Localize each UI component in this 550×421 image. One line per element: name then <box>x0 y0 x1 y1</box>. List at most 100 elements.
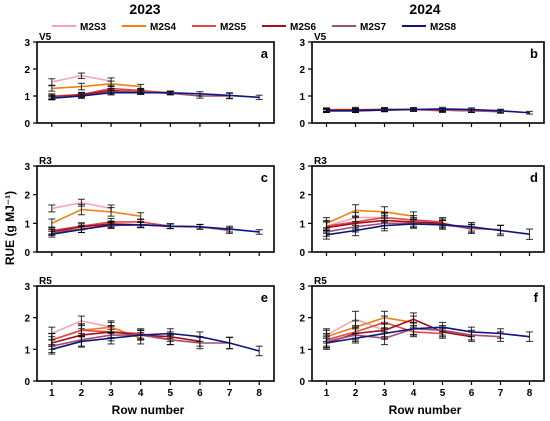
y-tick-label: 0 <box>24 119 30 130</box>
y-tick-label: 0 <box>24 248 30 259</box>
stage-label: V5 <box>314 32 327 43</box>
y-tick-label: 2 <box>24 65 30 76</box>
series-line <box>51 83 141 90</box>
series-m2s4 <box>48 80 145 92</box>
panel-e: 0 1 2 3 1 2 3 4 5 6 7 8 R5 e <box>24 276 275 399</box>
y-tick-label: 2 <box>24 191 30 202</box>
series-m2s8 <box>323 321 533 349</box>
panel-letter: b <box>530 46 538 61</box>
y-tick-label: 2 <box>24 314 30 325</box>
stage-label: R3 <box>314 156 327 167</box>
series-m2s8 <box>323 106 533 115</box>
x-tick-label: 2 <box>79 388 85 399</box>
y-tick-label: 3 <box>299 38 305 49</box>
legend-label-m2s3: M2S3 <box>80 22 107 33</box>
y-axis-label: RUE (g MJ⁻¹) <box>3 191 17 265</box>
y-tick-label: 0 <box>299 248 305 259</box>
panel-f: 0 1 2 3 1 2 3 4 5 6 7 8 R5 f <box>299 276 545 399</box>
panel-letter: e <box>261 290 268 305</box>
x-tick-label: 6 <box>469 388 475 399</box>
panel-frame <box>36 165 275 253</box>
year-2023-label: 2023 <box>129 1 160 17</box>
panel-frame <box>311 165 545 253</box>
series-line <box>51 208 141 225</box>
y-tick-label: 2 <box>299 65 305 76</box>
series-line <box>326 209 414 225</box>
series-line <box>51 223 260 236</box>
series-m2s8 <box>323 219 533 240</box>
series-line <box>326 108 530 114</box>
legend-label-m2s6: M2S6 <box>290 22 317 33</box>
y-tick-label: 1 <box>24 219 30 230</box>
series-m2s6 <box>48 220 204 236</box>
legend: M2S3 M2S4 M2S5 M2S6 M2S7 M2S8 <box>52 22 457 33</box>
series-line <box>326 326 530 344</box>
y-tick-label: 0 <box>24 377 30 388</box>
panel-d: 0 1 2 3 R3 d <box>299 156 545 259</box>
panel-letter: d <box>530 170 538 185</box>
year-2024-label: 2024 <box>409 1 440 17</box>
series-m2s8 <box>48 328 263 357</box>
x-tick-label: 7 <box>498 388 504 399</box>
series-line <box>326 223 530 236</box>
x-tick-label: 1 <box>324 388 330 399</box>
x-tick-label: 5 <box>168 388 174 399</box>
stage-label: V5 <box>39 32 52 43</box>
x-axis-label-right: Row number <box>389 403 462 417</box>
y-tick-label: 3 <box>24 282 30 293</box>
panel-letter: c <box>261 170 268 185</box>
stage-label: R3 <box>39 156 52 167</box>
y-tick-label: 1 <box>299 219 305 230</box>
x-tick-label: 8 <box>256 388 262 399</box>
x-tick-label: 6 <box>197 388 203 399</box>
panel-b: 0 1 2 3 V5 b <box>299 32 545 130</box>
panel-frame <box>311 285 545 382</box>
x-tick-label: 3 <box>382 388 388 399</box>
panel-frame <box>311 41 545 124</box>
y-tick-label: 2 <box>299 191 305 202</box>
panel-letter: a <box>261 46 269 61</box>
panel-a: 0 1 2 3 V5 a <box>24 32 275 130</box>
y-tick-label: 1 <box>24 92 30 103</box>
legend-label-m2s5: M2S5 <box>220 22 247 33</box>
y-tick-label: 0 <box>299 119 305 130</box>
panel-c: 0 1 2 3 R3 c <box>24 156 275 259</box>
series-line <box>326 318 472 344</box>
panels: 0 1 2 3 V5 a 0 1 2 3 V5 b 0 1 2 3 R3 c 0 1 2 3 R3 d 0 1 2 3 1 2 3 4 5 6 7 8… <box>24 32 545 399</box>
panel-letter: f <box>534 290 539 305</box>
series-m2s6 <box>48 325 204 350</box>
series-line <box>51 331 201 344</box>
x-tick-label: 2 <box>353 388 359 399</box>
x-tick-label: 8 <box>527 388 533 399</box>
stage-label: R5 <box>39 276 52 287</box>
series-m2s8 <box>48 90 263 101</box>
series-line <box>326 219 472 230</box>
y-tick-label: 1 <box>299 92 305 103</box>
y-tick-label: 3 <box>299 162 305 173</box>
y-tick-label: 3 <box>24 38 30 49</box>
series-line <box>51 91 260 99</box>
y-tick-label: 2 <box>299 314 305 325</box>
panel-frame <box>36 285 275 382</box>
series-line <box>51 332 260 352</box>
legend-label-m2s7: M2S7 <box>360 22 387 33</box>
legend-label-m2s4: M2S4 <box>150 22 177 33</box>
x-tick-label: 4 <box>411 388 417 399</box>
x-tick-label: 4 <box>138 388 144 399</box>
series-line <box>326 316 414 338</box>
x-tick-label: 5 <box>440 388 446 399</box>
y-tick-label: 3 <box>24 162 30 173</box>
panel-frame <box>36 41 275 124</box>
series-m2s8 <box>48 221 263 238</box>
y-tick-label: 1 <box>24 345 30 356</box>
legend-label-m2s8: M2S8 <box>430 22 457 33</box>
x-tick-label: 3 <box>108 388 114 399</box>
stage-label: R5 <box>314 276 327 287</box>
x-tick-label: 7 <box>227 388 233 399</box>
y-tick-label: 3 <box>299 282 305 293</box>
y-tick-label: 0 <box>299 377 305 388</box>
x-tick-label: 1 <box>49 388 55 399</box>
y-tick-label: 1 <box>299 345 305 356</box>
x-axis-label-left: Row number <box>112 403 185 417</box>
